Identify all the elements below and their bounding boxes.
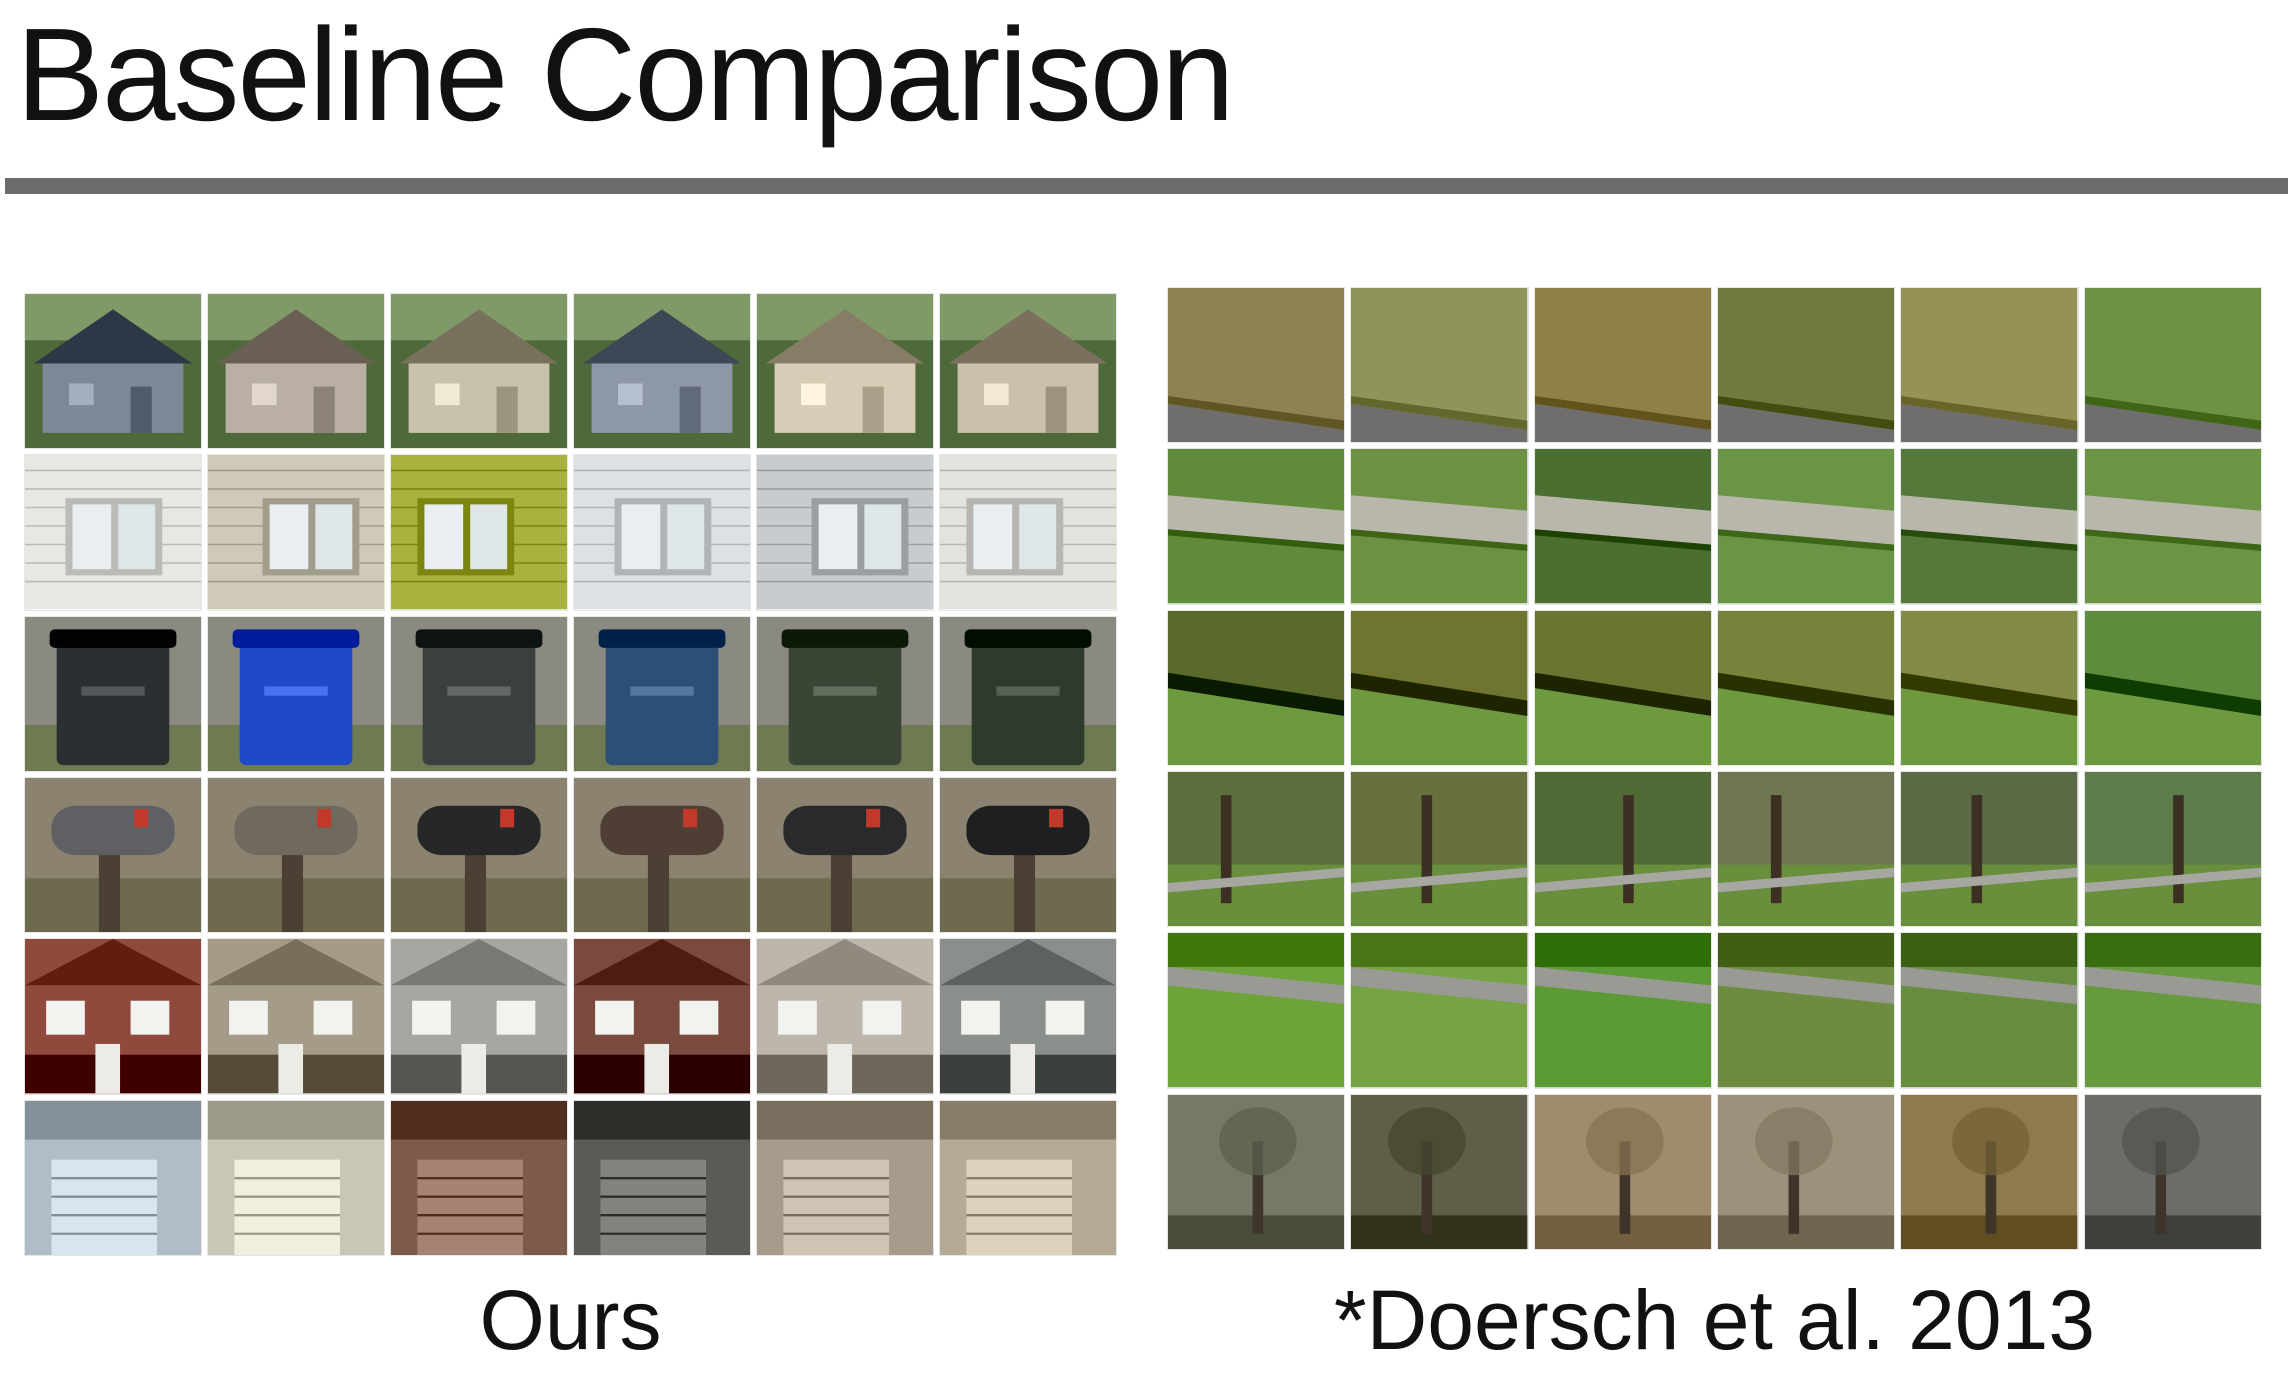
- baseline-patch-bare-trees: [1350, 1093, 1529, 1250]
- ours-patch-mailbox: [390, 776, 568, 934]
- ours-patch-window: [207, 454, 385, 611]
- ours-patch-window: [756, 454, 934, 611]
- baseline-patch-hedge-grass: [1900, 609, 2079, 766]
- ours-patch-garage-door: [939, 1099, 1117, 1256]
- baseline-patch-bare-trees: [1716, 1093, 1896, 1250]
- baseline-patch-grass-road-edge: [1533, 287, 1712, 444]
- ours-patch-garage-door: [390, 1099, 568, 1256]
- baseline-patch-tree-lawn: [2083, 770, 2262, 928]
- ours-patch-window: [573, 454, 751, 611]
- baseline-patch-bare-trees: [1533, 1093, 1712, 1250]
- ours-patch-grid: [24, 293, 1117, 1256]
- ours-patch-house-facade: [390, 293, 568, 450]
- baseline-patch-grass-sidewalk: [2083, 448, 2262, 605]
- ours-patch-mailbox: [24, 776, 202, 934]
- baseline-patch-grass-sidewalk: [1350, 448, 1529, 605]
- baseline-patch-grass-sidewalk: [1167, 448, 1346, 605]
- ours-patch-brick-house: [939, 938, 1117, 1095]
- ours-patch-house-facade: [24, 293, 202, 450]
- ours-patch-house-facade: [939, 293, 1117, 450]
- baseline-patch-lawn-road: [1900, 932, 2079, 1089]
- baseline-patch-lawn-road: [1533, 932, 1712, 1089]
- baseline-patch-lawn-road: [1167, 932, 1346, 1089]
- baseline-caption: *Doersch et al. 2013: [1333, 1273, 2096, 1367]
- baseline-patch-grass-road-edge: [1716, 287, 1896, 444]
- baseline-patch-tree-lawn: [1167, 770, 1346, 928]
- baseline-patch-lawn-road: [1350, 932, 1529, 1089]
- ours-caption: Ours: [479, 1273, 662, 1367]
- baseline-patch-tree-lawn: [1350, 770, 1529, 928]
- ours-patch-garage-door: [24, 1099, 202, 1256]
- baseline-patch-grass-road-edge: [1350, 287, 1529, 444]
- baseline-patch-lawn-road: [1716, 932, 1896, 1089]
- baseline-patch-grass-road-edge: [1900, 287, 2079, 444]
- ours-patch-mailbox: [756, 776, 934, 934]
- baseline-patch-hedge-grass: [1533, 609, 1712, 766]
- baseline-patch-grass-road-edge: [1167, 287, 1346, 444]
- baseline-patch-tree-lawn: [1900, 770, 2079, 928]
- ours-patch-trash-bin: [756, 615, 934, 772]
- ours-patch-house-facade: [207, 293, 385, 450]
- ours-patch-window: [24, 454, 202, 611]
- baseline-patch-hedge-grass: [1167, 609, 1346, 766]
- ours-patch-mailbox: [573, 776, 751, 934]
- baseline-patch-hedge-grass: [1350, 609, 1529, 766]
- baseline-patch-grass-road-edge: [2083, 287, 2262, 444]
- baseline-patch-grass-sidewalk: [1900, 448, 2079, 605]
- ours-patch-trash-bin: [207, 615, 385, 772]
- ours-patch-brick-house: [390, 938, 568, 1095]
- ours-patch-window: [390, 454, 568, 611]
- ours-patch-trash-bin: [573, 615, 751, 772]
- ours-patch-brick-house: [24, 938, 202, 1095]
- baseline-patch-bare-trees: [1167, 1093, 1346, 1250]
- ours-patch-house-facade: [573, 293, 751, 450]
- baseline-patch-grass-sidewalk: [1716, 448, 1896, 605]
- ours-patch-brick-house: [756, 938, 934, 1095]
- ours-patch-trash-bin: [939, 615, 1117, 772]
- slide-title: Baseline Comparison: [16, 1, 1235, 148]
- baseline-patch-tree-lawn: [1716, 770, 1896, 928]
- baseline-patch-hedge-grass: [2083, 609, 2262, 766]
- title-divider: [5, 178, 2288, 194]
- baseline-patch-lawn-road: [2083, 932, 2262, 1089]
- ours-patch-garage-door: [207, 1099, 385, 1256]
- ours-patch-trash-bin: [24, 615, 202, 772]
- baseline-patch-grass-sidewalk: [1533, 448, 1712, 605]
- baseline-patch-bare-trees: [1900, 1093, 2079, 1250]
- baseline-patch-hedge-grass: [1716, 609, 1896, 766]
- ours-patch-brick-house: [573, 938, 751, 1095]
- baseline-patch-tree-lawn: [1533, 770, 1712, 928]
- ours-patch-trash-bin: [390, 615, 568, 772]
- ours-patch-window: [939, 454, 1117, 611]
- ours-patch-brick-house: [207, 938, 385, 1095]
- ours-patch-house-facade: [756, 293, 934, 450]
- baseline-patch-grid: [1167, 287, 2262, 1250]
- ours-patch-garage-door: [573, 1099, 751, 1256]
- ours-patch-mailbox: [207, 776, 385, 934]
- ours-patch-garage-door: [756, 1099, 934, 1256]
- baseline-patch-bare-trees: [2083, 1093, 2262, 1250]
- ours-patch-mailbox: [939, 776, 1117, 934]
